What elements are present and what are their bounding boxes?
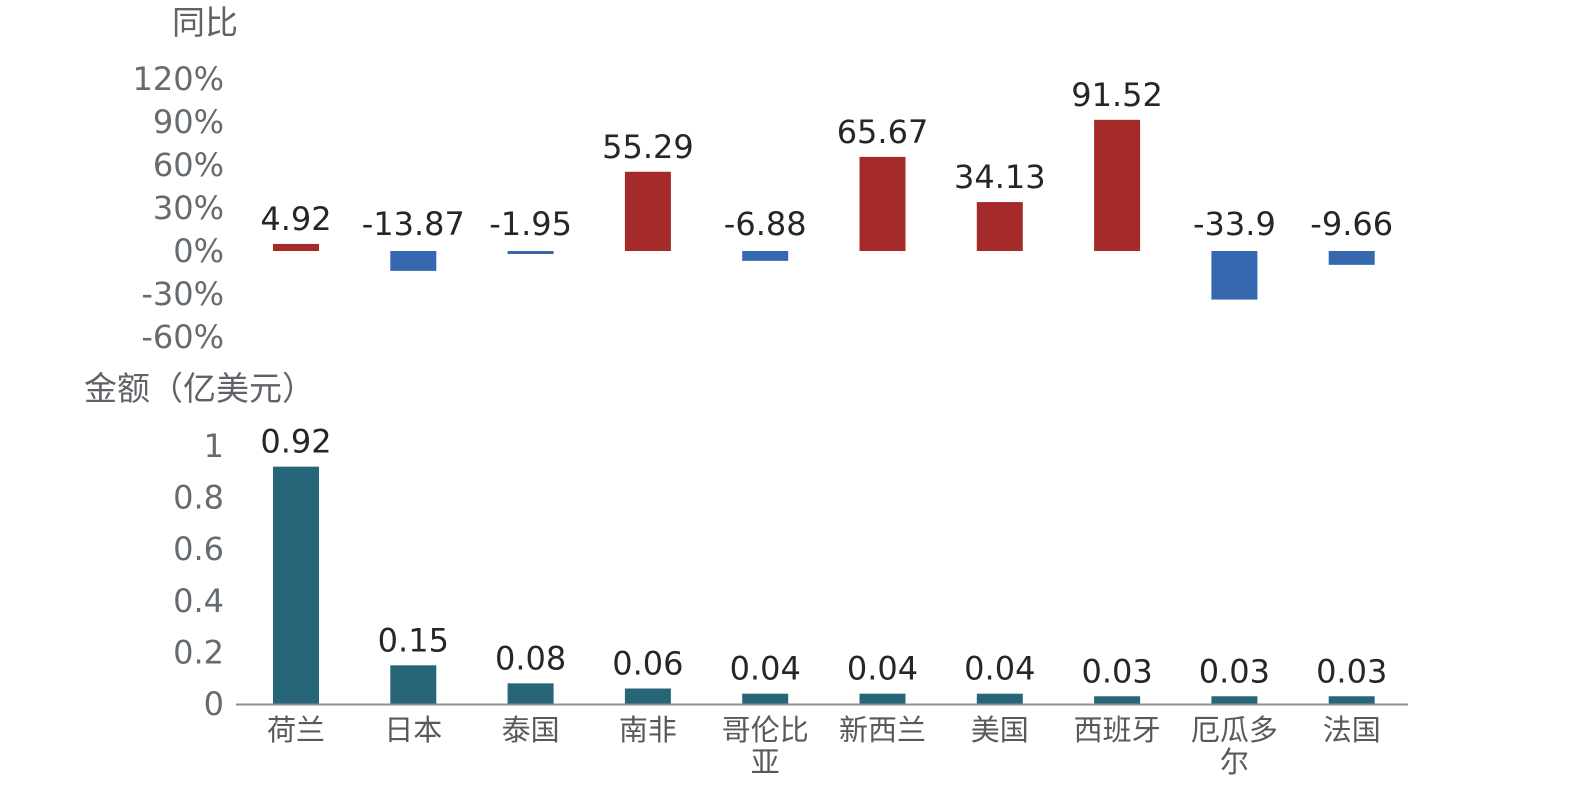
bottom-data-label-2: 0.08 <box>495 639 566 677</box>
top-y-tick-label: 120% <box>133 60 224 98</box>
bottom-y-tick-label: 0.2 <box>173 633 224 671</box>
bottom-bar-4 <box>742 693 789 704</box>
top-bar-1 <box>390 251 437 271</box>
bottom-bar-8 <box>1211 696 1258 704</box>
category-label-1: 日本 <box>384 713 442 747</box>
top-data-label-1: -13.87 <box>362 205 465 243</box>
top-data-label-2: -1.95 <box>489 205 572 243</box>
top-data-label-0: 4.92 <box>260 200 331 238</box>
bottom-bar-6 <box>976 693 1023 704</box>
bottom-bar-3 <box>624 688 671 704</box>
top-bar-4 <box>742 251 789 261</box>
top-bar-8 <box>1211 251 1258 300</box>
top-bar-5 <box>859 156 906 251</box>
top-bars <box>273 119 1375 300</box>
category-label-9: 法国 <box>1323 713 1381 747</box>
category-label-6: 美国 <box>971 713 1029 747</box>
top-data-label-7: 91.52 <box>1071 76 1163 114</box>
bottom-bar-2 <box>507 683 554 704</box>
bottom-data-label-3: 0.06 <box>612 645 683 683</box>
bottom-data-label-4: 0.04 <box>730 650 801 688</box>
bottom-bar-7 <box>1094 696 1141 704</box>
top-data-labels: 4.92 -13.87 -1.95 55.29 -6.88 65.67 34.13 91.52… <box>260 76 1393 243</box>
bottom-bar-1 <box>390 665 437 704</box>
bottom-y-tick-label: 0.6 <box>173 530 224 568</box>
bottom-data-label-6: 0.04 <box>964 650 1035 688</box>
bottom-y-axis-title: 金额（亿美元） <box>84 369 315 408</box>
category-label-3: 南非 <box>619 713 677 747</box>
category-label-0: 荷兰 <box>267 713 325 747</box>
top-y-tick-label: 90% <box>153 103 224 141</box>
top-bar-3 <box>624 171 671 251</box>
bottom-bar-9 <box>1328 696 1375 704</box>
top-data-label-5: 65.67 <box>837 113 929 151</box>
bottom-data-labels: 0.92 0.15 0.08 0.06 0.04 0.04 0.04 0.03 0.03 0.03 <box>260 423 1387 691</box>
top-bar-6 <box>976 202 1023 251</box>
bottom-data-label-8: 0.03 <box>1199 652 1270 690</box>
top-data-label-4: -6.88 <box>724 205 807 243</box>
bottom-bars <box>273 466 1375 704</box>
bottom-bar-5 <box>859 693 906 704</box>
top-y-ticks: 120% 90% 60% 30% 0% -30% -60% <box>133 60 224 356</box>
top-y-tick-label: 0% <box>173 232 224 270</box>
top-data-label-9: -9.66 <box>1310 205 1393 243</box>
bottom-data-label-5: 0.04 <box>847 650 918 688</box>
bottom-data-label-9: 0.03 <box>1316 652 1387 690</box>
top-y-axis-title: 同比 <box>172 3 238 42</box>
category-label-2: 泰国 <box>502 713 560 747</box>
top-data-label-8: -33.9 <box>1193 205 1276 243</box>
top-y-tick-label: -30% <box>141 275 224 313</box>
category-label-4: 哥伦比亚 <box>722 713 809 779</box>
bottom-data-label-0: 0.92 <box>260 423 331 461</box>
category-label-8: 厄瓜多尔 <box>1191 713 1278 779</box>
bottom-data-label-1: 0.15 <box>378 621 449 659</box>
category-label-7: 西班牙 <box>1074 713 1161 747</box>
bottom-data-label-7: 0.03 <box>1081 652 1152 690</box>
bottom-y-ticks: 1 0.8 0.6 0.4 0.2 0 <box>173 427 224 723</box>
bottom-y-tick-label: 0 <box>204 685 224 723</box>
top-bar-7 <box>1094 119 1141 251</box>
top-data-label-6: 34.13 <box>954 158 1046 196</box>
top-bar-9 <box>1328 251 1375 265</box>
top-bar-2 <box>507 251 554 254</box>
category-label-5: 新西兰 <box>839 713 926 747</box>
bottom-y-tick-label: 0.8 <box>173 479 224 517</box>
top-y-tick-label: -60% <box>141 318 224 356</box>
top-bar-0 <box>273 243 319 251</box>
bottom-bar-0 <box>273 466 319 704</box>
top-y-tick-label: 30% <box>153 189 224 227</box>
top-data-label-3: 55.29 <box>602 128 694 166</box>
bottom-y-tick-label: 1 <box>204 427 224 465</box>
bottom-y-tick-label: 0.4 <box>173 582 224 620</box>
top-y-tick-label: 60% <box>153 146 224 184</box>
